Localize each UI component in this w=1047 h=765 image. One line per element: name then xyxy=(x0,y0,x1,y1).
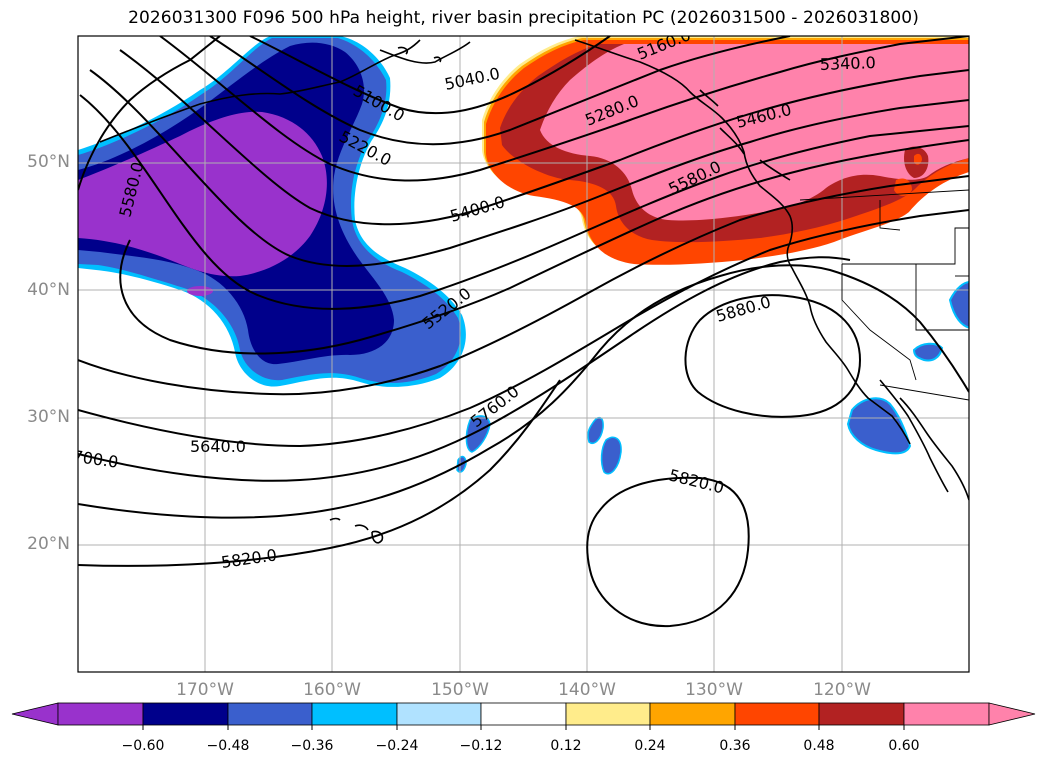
colorbar-tick-label: 0.60 xyxy=(888,738,919,754)
colorbar-tick-label: 0.48 xyxy=(803,738,834,754)
lon-label-130w: 130°W xyxy=(685,680,743,700)
colorbar-bin xyxy=(396,702,482,726)
colorbar-bin xyxy=(903,702,990,726)
map-frame xyxy=(77,35,970,673)
height-contours xyxy=(78,36,969,628)
colorbar-tick-label: 0.24 xyxy=(634,738,665,754)
lon-label-120w: 120°W xyxy=(813,680,871,700)
map-title: 2026031300 F096 500 hPa height, river ba… xyxy=(128,8,919,28)
negative-precip-purple-spot xyxy=(187,286,213,296)
colorbar-bin xyxy=(227,702,313,726)
colorbar-tick-label: −0.48 xyxy=(207,738,250,754)
colorbar xyxy=(11,702,1036,726)
colorbar-tick-label: −0.60 xyxy=(122,738,165,754)
colorbar-tick-label: −0.24 xyxy=(376,738,419,754)
colorbar-bin xyxy=(480,702,567,726)
positive-spot-interior-orange xyxy=(914,153,922,165)
colorbar-bin xyxy=(818,702,905,726)
negative-blob-arizona xyxy=(912,342,944,362)
lat-label-50n: 50°N xyxy=(27,152,70,172)
colorbar-tick-label: 0.12 xyxy=(550,738,581,754)
lon-label-160w: 160°W xyxy=(303,680,361,700)
lon-label-150w: 150°W xyxy=(431,680,489,700)
colorbar-bin xyxy=(565,702,651,726)
colorbar-bin xyxy=(734,702,820,726)
negative-blob-mid-2 xyxy=(600,436,622,475)
colorbar-tick-label: 0.36 xyxy=(719,738,750,754)
colorbar-bin xyxy=(142,702,229,726)
colorbar-tick-label: −0.12 xyxy=(460,738,503,754)
lat-label-40n: 40°N xyxy=(27,280,70,300)
contour-label-5640: 5640.0 xyxy=(190,437,246,456)
colorbar-tick-label: −0.36 xyxy=(291,738,334,754)
lon-label-170w: 170°W xyxy=(176,680,234,700)
lat-label-30n: 30°N xyxy=(27,407,70,427)
coastlines xyxy=(99,39,969,544)
lat-label-20n: 20°N xyxy=(27,534,70,554)
colorbar-bin xyxy=(57,702,144,726)
colorbar-ticks xyxy=(142,725,905,730)
colorbar-bin xyxy=(311,702,398,726)
negative-blob-baja xyxy=(846,397,912,455)
negative-precip-purple xyxy=(78,111,327,277)
negative-blob-east-edge xyxy=(948,281,969,329)
negative-blob-west-hawaii xyxy=(465,415,491,453)
colorbar-extend-low xyxy=(11,702,59,726)
contour-label-5340: 5340.0 xyxy=(819,53,876,74)
political-borders xyxy=(799,189,969,401)
lon-label-140w: 140°W xyxy=(558,680,616,700)
colorbar-extend-high xyxy=(988,702,1036,726)
colorbar-bin xyxy=(649,702,736,726)
